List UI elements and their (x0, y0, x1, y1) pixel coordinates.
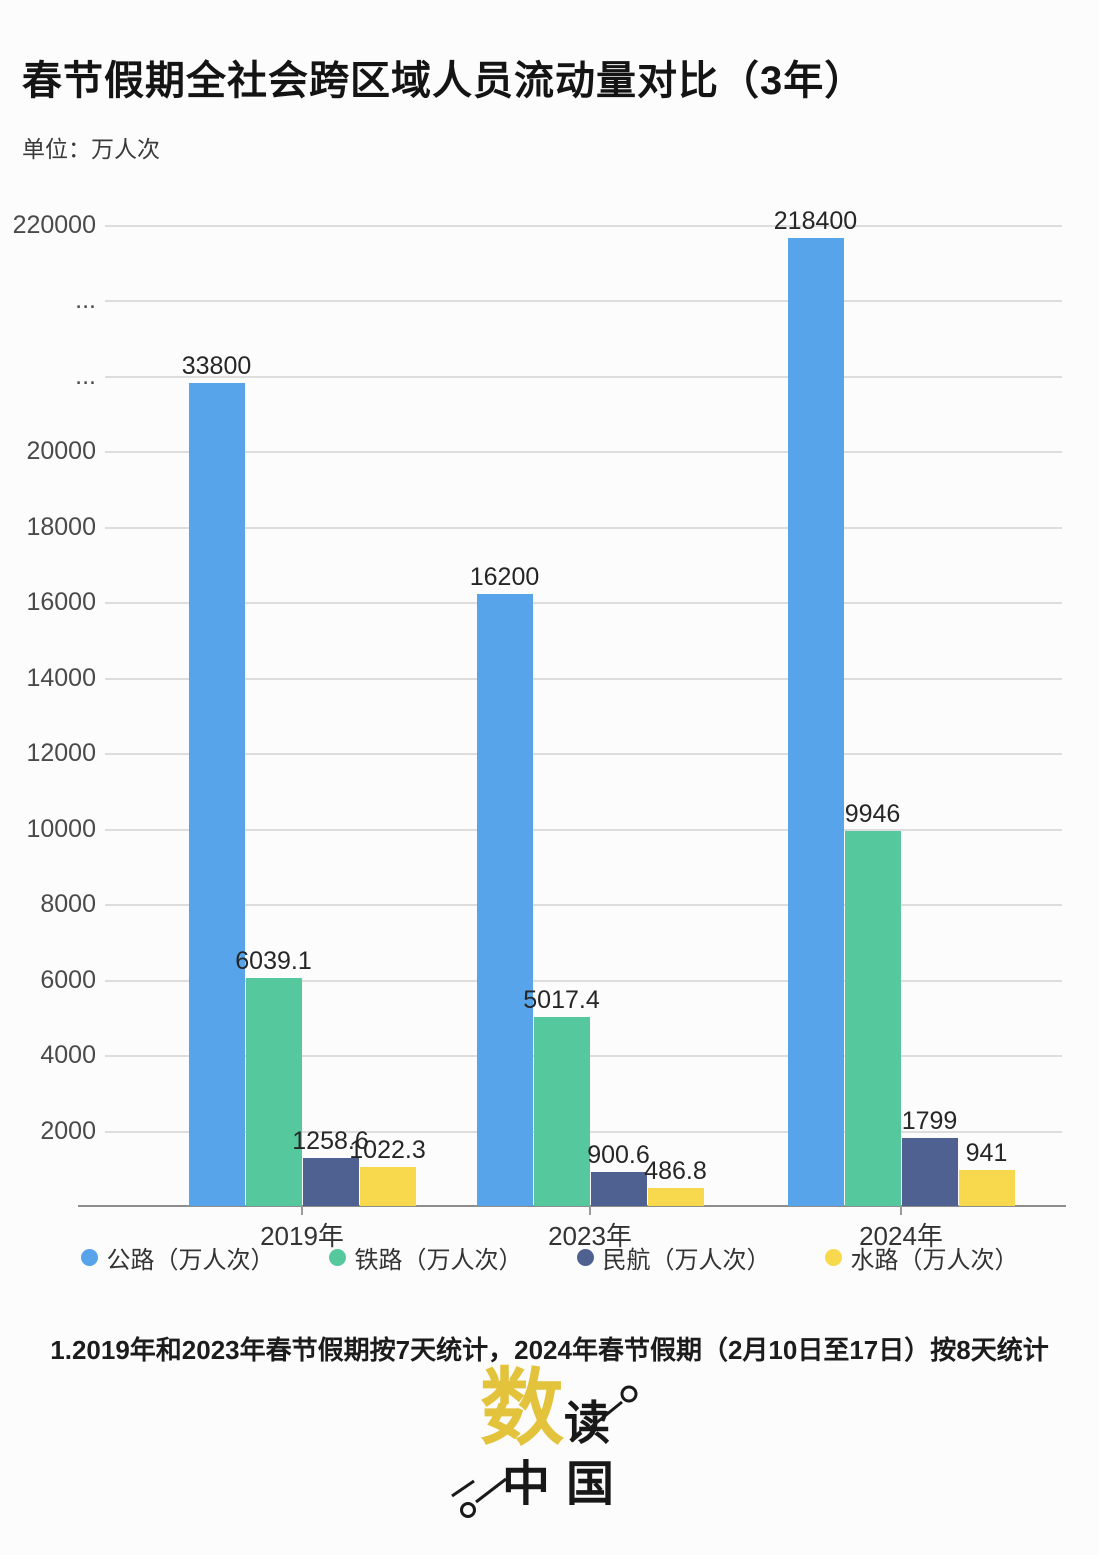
x-axis-category-label: 2024年 (859, 1221, 943, 1251)
x-axis-category-label: 2019年 (260, 1221, 344, 1251)
y-axis-tick-label: 20000 (26, 437, 96, 465)
page-title: 春节假期全社会跨区域人员流动量对比（3年） (22, 59, 866, 103)
bar-value-label: 5017.4 (523, 985, 600, 1014)
legend-label: 水路（万人次） (850, 1247, 1019, 1274)
legend-label: 铁路（万人次） (354, 1247, 523, 1274)
chart-legend: 公路（万人次） 铁路（万人次） 民航（万人次） 水路（万人次） (0, 1240, 1099, 1275)
gridline (105, 753, 1062, 755)
bar-value-label: 1799 (901, 1107, 958, 1136)
brand-logo: 数 读 中国 (440, 1366, 670, 1526)
bar-highway-2019年 (188, 383, 245, 1206)
legend-item-waterway: 水路（万人次） (824, 1240, 1019, 1275)
bar-value-label: 218400 (773, 207, 858, 235)
x-axis-tick (589, 1206, 591, 1215)
y-axis-tick-label: 220000 (12, 210, 96, 239)
legend-item-civil-aviation: 民航（万人次） (576, 1240, 771, 1275)
gridline (105, 224, 1062, 227)
gridline (105, 677, 1062, 680)
bar-civil-aviation-2023年 (590, 1172, 647, 1206)
bar-value-label: 16200 (469, 563, 540, 592)
bar-waterway-2023年 (647, 1187, 704, 1206)
y-axis-tick-label: 16000 (26, 588, 96, 616)
y-axis-tick-label: 2000 (40, 1116, 96, 1145)
x-axis-tick (900, 1206, 902, 1215)
legend-item-highway: 公路（万人次） (80, 1240, 275, 1275)
y-axis-tick-label: 12000 (26, 739, 96, 767)
legend-dot-icon (824, 1249, 842, 1266)
bar-civil-aviation-2024年 (901, 1138, 958, 1206)
bar-waterway-2024年 (958, 1170, 1015, 1206)
bar-railway-2024年 (844, 830, 901, 1206)
bar-civil-aviation-2019年 (302, 1158, 359, 1206)
y-axis-tick-label: 14000 (26, 663, 96, 692)
y-axis-tick-label: 8000 (40, 890, 96, 918)
bar-value-label: 486.8 (644, 1156, 707, 1185)
gridline (105, 451, 1062, 453)
legend-item-railway: 铁路（万人次） (328, 1240, 523, 1275)
unit-label: 单位：万人次 (22, 136, 160, 162)
bar-value-label: 9946 (844, 799, 901, 828)
bar-value-label: 900.6 (587, 1141, 650, 1169)
bar-value-label: 33800 (181, 352, 252, 380)
bar-value-label: 1258.6 (292, 1127, 369, 1156)
bar-railway-2023年 (533, 1016, 590, 1206)
logo-pin-decoration-icon (451, 1385, 638, 1518)
gridline (105, 904, 1062, 906)
y-axis-tick-label: ... (75, 361, 96, 390)
bar-highway-2024年 (787, 238, 844, 1206)
y-axis-tick-label: 4000 (40, 1041, 96, 1069)
gridline (105, 602, 1062, 604)
bar-railway-2019年 (245, 978, 302, 1206)
bar-value-label: 6039.1 (235, 947, 312, 976)
gridline (105, 526, 1062, 529)
x-axis-baseline (78, 1205, 1066, 1207)
logo-char-du: 读 (564, 1396, 610, 1450)
gridline (105, 300, 1062, 302)
bar-value-label: 1022.3 (349, 1136, 426, 1165)
y-axis-tick-label: 10000 (26, 814, 96, 843)
logo-char-zhongguo: 中国 (502, 1456, 631, 1512)
y-axis-tick-label: 18000 (26, 512, 96, 541)
legend-label: 公路（万人次） (106, 1247, 275, 1274)
legend-dot-icon (576, 1249, 594, 1266)
bar-highway-2023年 (476, 594, 533, 1206)
gridline (105, 828, 1062, 831)
footnote: 1.2019年和2023年春节假期按7天统计，2024年春节假期（2月10日至1… (50, 1335, 1049, 1365)
legend-dot-icon (80, 1249, 98, 1266)
logo-char-shu: 数 (480, 1358, 565, 1457)
legend-label: 民航（万人次） (602, 1247, 771, 1274)
bar-value-label: 941 (965, 1139, 1008, 1168)
gridline (105, 375, 1062, 378)
x-axis-tick (301, 1206, 303, 1215)
x-axis-category-label: 2023年 (548, 1221, 632, 1251)
bar-waterway-2019年 (359, 1167, 416, 1206)
y-axis-tick-label: 6000 (40, 965, 96, 994)
y-axis-tick-label: ... (75, 286, 96, 314)
gridline (105, 979, 1062, 982)
legend-dot-icon (328, 1249, 346, 1266)
